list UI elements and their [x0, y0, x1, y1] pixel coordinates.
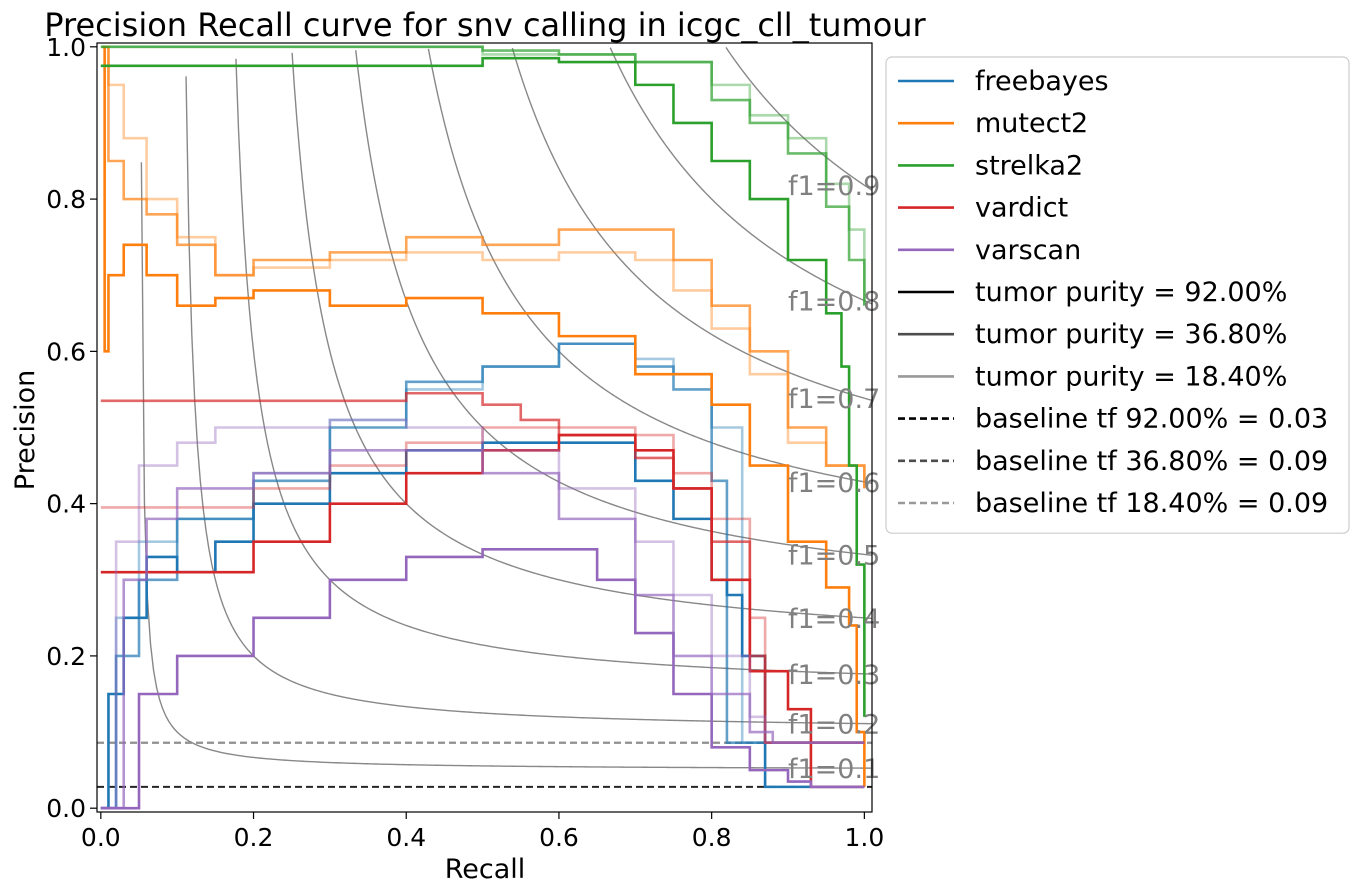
- pr-curve-mutect2: [103, 45, 866, 489]
- y-tick-label: 0.0: [46, 794, 86, 823]
- y-tick-label: 1.0: [46, 33, 86, 62]
- legend-label: strelka2: [975, 150, 1083, 181]
- pr-curve-mutect2: [102, 45, 866, 787]
- pr-curve-freebayes: [100, 342, 865, 810]
- legend-label: vardict: [975, 193, 1068, 224]
- plot-clip-group: [97, 45, 872, 810]
- pr-curve-vardict: [100, 391, 865, 745]
- x-tick-label: 0.2: [234, 823, 274, 852]
- axes-frame: [96, 42, 873, 813]
- plot-area: f1=0.1 f1=0.2 f1=0.3 f1=0.4 f1=0.5 f1=0.6 f1=0…: [46, 33, 884, 852]
- f1-contour: [291, 52, 872, 620]
- f1-contour: [427, 48, 872, 484]
- pr-curve-varscan: [100, 449, 865, 810]
- legend-box: [885, 56, 1350, 534]
- x-tick-label: 0.4: [386, 823, 426, 852]
- legend-label: baseline tf 92.00% = 0.03: [975, 404, 1328, 435]
- legend-label: tumor purity = 36.80%: [975, 319, 1287, 350]
- f1-contour: [185, 76, 872, 725]
- legend-label: freebayes: [975, 66, 1109, 97]
- f1-contour: [725, 46, 872, 191]
- f1-label: f1=0.6: [788, 468, 880, 499]
- y-axis-label: Precision: [10, 370, 41, 490]
- f1-label: f1=0.3: [788, 660, 880, 691]
- legend-label: tumor purity = 18.40%: [975, 361, 1287, 392]
- y-tick-label: 0.6: [46, 337, 86, 366]
- legend-label: baseline tf 18.40% = 0.09: [975, 488, 1328, 519]
- x-tick-label: 0.6: [539, 823, 579, 852]
- f1-label: f1=0.8: [788, 287, 880, 318]
- pr-curve-mutect2: [103, 45, 866, 489]
- f1-label: f1=0.2: [788, 710, 880, 741]
- pr-curve-strelka2: [100, 45, 866, 306]
- f1-label: f1=0.5: [788, 540, 880, 571]
- pr-curve-varscan: [100, 418, 865, 810]
- pr-curve-varscan: [100, 548, 865, 810]
- x-tick-label: 1.0: [844, 823, 884, 852]
- pr-curve-vardict: [100, 426, 865, 745]
- x-axis-label: Recall: [445, 854, 526, 885]
- f1-contour: [609, 47, 872, 305]
- chart-title: Precision Recall curve for snv calling i…: [44, 6, 926, 44]
- f1-contour: [355, 50, 872, 556]
- legend-label: mutect2: [975, 108, 1088, 139]
- f1-label: f1=0.9: [788, 171, 880, 202]
- legend: freebayes mutect2 strelka2 vardict varscan tu…: [885, 56, 1350, 534]
- y-tick-label: 0.4: [46, 490, 86, 519]
- f1-label: f1=0.7: [788, 384, 880, 415]
- pr-curve-strelka2: [100, 56, 866, 717]
- pr-curve-freebayes: [100, 342, 865, 810]
- x-tick-label: 0.0: [81, 823, 121, 852]
- f1-label: f1=0.1: [788, 754, 880, 785]
- legend-label: tumor purity = 92.00%: [975, 277, 1287, 308]
- x-tick-label: 0.8: [692, 823, 732, 852]
- legend-label: baseline tf 36.80% = 0.09: [975, 446, 1328, 477]
- y-tick-label: 0.8: [46, 185, 86, 214]
- y-tick-label: 0.2: [46, 642, 86, 671]
- f1-label: f1=0.4: [788, 604, 880, 635]
- pr-curve-strelka2: [100, 45, 866, 306]
- legend-label: varscan: [975, 235, 1081, 266]
- f1-contour: [511, 47, 872, 402]
